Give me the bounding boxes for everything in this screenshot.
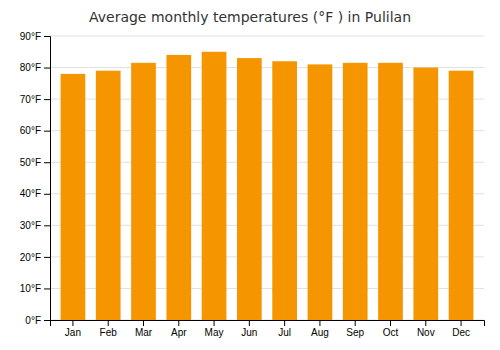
tick: Jan	[65, 320, 81, 338]
bar	[449, 71, 474, 320]
y-axis: 0°F 10°F 20°F 30°F 40°F 50°F 60°F 70°F 80°F 90°F	[20, 31, 51, 326]
tick-label: 70°F	[20, 94, 41, 105]
tick-mark	[44, 225, 50, 226]
tick: 40°F	[20, 188, 50, 199]
tick: Feb	[100, 320, 118, 338]
tick: 10°F	[20, 283, 50, 294]
tick-label: Feb	[100, 327, 118, 338]
bar	[61, 74, 86, 320]
tick-label: 10°F	[20, 283, 41, 294]
tick-label: Mar	[135, 327, 153, 338]
tick-label: 50°F	[20, 157, 41, 168]
tick-label: 0°F	[25, 315, 41, 326]
bar	[131, 63, 156, 320]
tick: 80°F	[20, 62, 50, 73]
tick-mark	[425, 320, 426, 326]
tick-label: Dec	[452, 327, 470, 338]
tick-label: Jun	[241, 327, 257, 338]
tick: Jul	[278, 320, 291, 338]
x-axis: Jan Feb Mar Apr May Jun Jul Aug Sep Oct Nov Dec	[51, 320, 485, 338]
tick-mark	[319, 320, 320, 326]
tick: 70°F	[20, 94, 50, 105]
tick-mark	[44, 36, 50, 37]
tick: 0°F	[25, 315, 50, 326]
chart: 0°F 10°F 20°F 30°F 40°F 50°F 60°F 70°F 80°F 90°F J…	[0, 0, 500, 350]
tick-mark	[214, 320, 215, 326]
tick-mark	[72, 320, 73, 326]
tick: Dec	[452, 320, 470, 338]
tick: Oct	[383, 320, 399, 338]
tick-mark	[178, 320, 179, 326]
grid	[50, 36, 484, 320]
tick: 60°F	[20, 125, 50, 136]
tick-mark	[44, 131, 50, 132]
tick-label: 30°F	[20, 220, 41, 231]
tick-label: Apr	[171, 327, 187, 338]
tick-label: 90°F	[20, 31, 41, 42]
tick-mark	[355, 320, 356, 326]
tick-mark	[461, 320, 462, 326]
axis-line	[51, 321, 485, 327]
tick-mark	[44, 320, 50, 321]
tick-label: Sep	[346, 327, 364, 338]
tick-mark	[44, 99, 50, 100]
bar	[378, 63, 403, 320]
tick-label: 80°F	[20, 62, 41, 73]
bar	[237, 58, 262, 320]
tick-mark	[44, 257, 50, 258]
tick-label: Jan	[65, 327, 81, 338]
tick-mark	[44, 68, 50, 69]
tick-label: Oct	[383, 327, 399, 338]
bar	[308, 64, 333, 320]
tick-label: Aug	[311, 327, 329, 338]
tick-mark	[390, 320, 391, 326]
bar	[272, 61, 297, 320]
tick-label: 20°F	[20, 252, 41, 263]
tick-mark	[44, 194, 50, 195]
tick-label: May	[205, 327, 224, 338]
tick: Mar	[135, 320, 153, 338]
bar	[413, 68, 438, 320]
tick: Sep	[346, 320, 364, 338]
tick-mark	[284, 320, 285, 326]
tick-mark	[143, 320, 144, 326]
tick-mark	[44, 288, 50, 289]
tick-label: 60°F	[20, 125, 41, 136]
tick-mark	[44, 162, 50, 163]
tick: 50°F	[20, 157, 50, 168]
tick: Apr	[171, 320, 187, 338]
tick: 90°F	[20, 31, 50, 42]
bar	[202, 52, 227, 320]
plot-area: 0°F 10°F 20°F 30°F 40°F 50°F 60°F 70°F 80°F 90°F J…	[20, 31, 485, 338]
tick: Aug	[311, 320, 329, 338]
axis-line	[44, 37, 51, 321]
tick-label: Nov	[417, 327, 435, 338]
bar	[96, 71, 121, 320]
tick-mark	[108, 320, 109, 326]
bar	[166, 55, 191, 320]
title: Average monthly temperatures (°F ) in Pu…	[89, 9, 411, 25]
tick: 30°F	[20, 220, 50, 231]
tick-label: Jul	[278, 327, 291, 338]
tick: Nov	[417, 320, 435, 338]
grid-line	[50, 36, 484, 37]
tick: 20°F	[20, 252, 50, 263]
tick: Jun	[241, 320, 257, 338]
tick: May	[205, 320, 224, 338]
tick-label: 40°F	[20, 188, 41, 199]
bars	[61, 52, 474, 320]
bar	[343, 63, 368, 320]
tick-mark	[249, 320, 250, 326]
